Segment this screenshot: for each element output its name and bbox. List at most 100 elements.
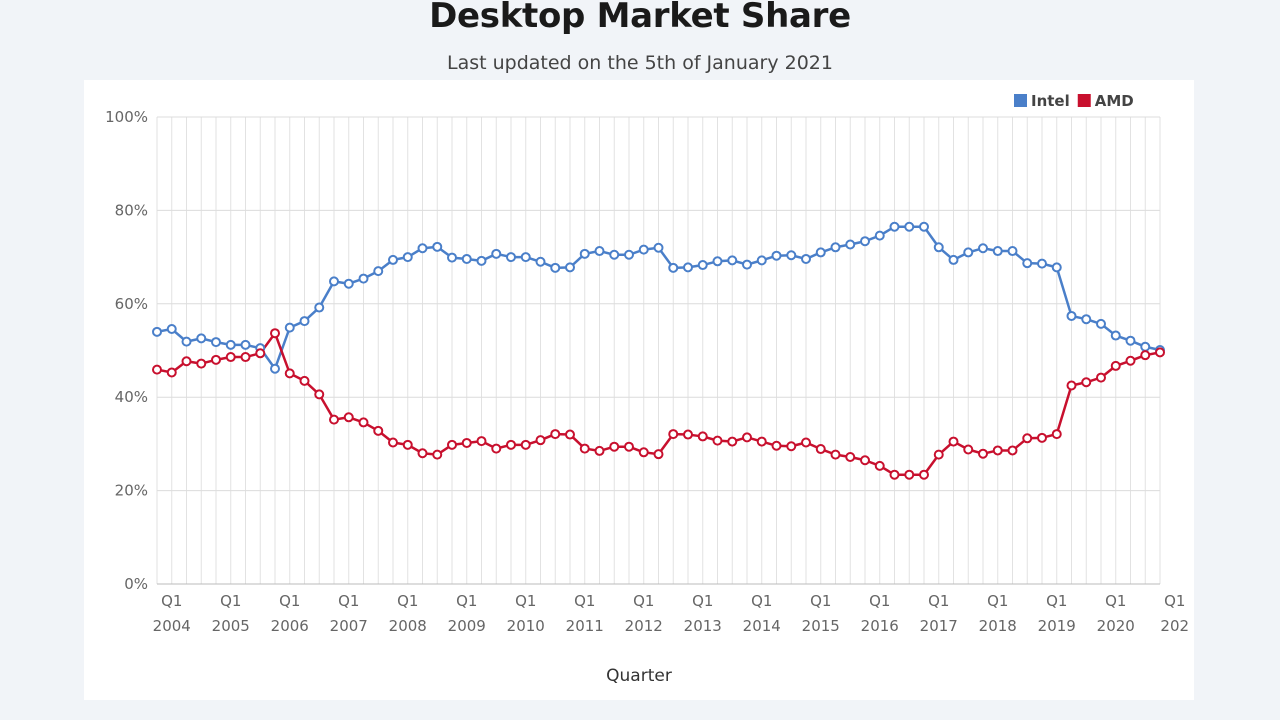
intel-data-point[interactable] xyxy=(535,256,546,267)
amd-data-point[interactable] xyxy=(358,417,369,428)
intel-data-point[interactable] xyxy=(1125,335,1136,346)
amd-data-point[interactable] xyxy=(624,441,634,452)
amd-data-point[interactable] xyxy=(683,429,693,440)
amd-data-point[interactable] xyxy=(594,445,605,456)
amd-data-point[interactable] xyxy=(874,460,885,471)
amd-data-point[interactable] xyxy=(1155,347,1165,358)
intel-data-point[interactable] xyxy=(874,230,885,241)
intel-data-point[interactable] xyxy=(860,236,870,247)
intel-data-point[interactable] xyxy=(815,247,826,258)
intel-data-point[interactable] xyxy=(1066,310,1077,321)
amd-data-point[interactable] xyxy=(742,432,752,443)
intel-data-point[interactable] xyxy=(801,253,811,264)
amd-data-point[interactable] xyxy=(919,469,929,480)
intel-data-point[interactable] xyxy=(211,337,221,348)
amd-data-point[interactable] xyxy=(801,437,811,448)
intel-data-point[interactable] xyxy=(388,254,398,265)
intel-data-point[interactable] xyxy=(284,322,295,333)
intel-data-point[interactable] xyxy=(181,336,192,347)
amd-data-point[interactable] xyxy=(565,429,575,440)
intel-data-point[interactable] xyxy=(1051,262,1062,273)
intel-data-point[interactable] xyxy=(712,256,723,267)
intel-data-point[interactable] xyxy=(373,266,384,277)
intel-data-point[interactable] xyxy=(1007,246,1018,257)
amd-data-point[interactable] xyxy=(638,447,649,458)
amd-data-point[interactable] xyxy=(432,449,443,460)
intel-data-point[interactable] xyxy=(638,244,649,255)
amd-data-point[interactable] xyxy=(1140,350,1151,361)
intel-data-point[interactable] xyxy=(963,247,974,258)
intel-data-point[interactable] xyxy=(933,242,944,253)
amd-data-point[interactable] xyxy=(1051,429,1062,440)
intel-data-point[interactable] xyxy=(550,262,561,273)
intel-data-point[interactable] xyxy=(1081,314,1092,325)
amd-data-point[interactable] xyxy=(609,441,620,452)
intel-data-point[interactable] xyxy=(506,252,516,263)
amd-data-point[interactable] xyxy=(978,448,988,459)
intel-data-point[interactable] xyxy=(491,248,502,259)
legend-swatch-intel[interactable] xyxy=(1014,94,1027,107)
intel-data-point[interactable] xyxy=(771,250,782,261)
amd-data-point[interactable] xyxy=(1096,372,1106,383)
amd-data-point[interactable] xyxy=(727,436,738,447)
intel-data-point[interactable] xyxy=(402,252,413,263)
intel-data-point[interactable] xyxy=(1140,341,1151,352)
intel-data-point[interactable] xyxy=(830,242,841,253)
amd-data-point[interactable] xyxy=(697,431,708,442)
intel-data-point[interactable] xyxy=(992,246,1003,257)
intel-data-point[interactable] xyxy=(845,239,856,250)
amd-data-point[interactable] xyxy=(388,437,398,448)
amd-data-point[interactable] xyxy=(815,444,826,455)
legend[interactable]: Intel AMD xyxy=(1014,92,1134,110)
amd-data-point[interactable] xyxy=(1081,377,1092,388)
intel-data-point[interactable] xyxy=(343,278,354,289)
intel-data-point[interactable] xyxy=(978,243,988,254)
amd-data-point[interactable] xyxy=(520,439,531,450)
amd-data-point[interactable] xyxy=(402,439,413,450)
amd-data-point[interactable] xyxy=(992,445,1003,456)
amd-data-point[interactable] xyxy=(240,352,251,363)
intel-data-point[interactable] xyxy=(240,339,251,350)
amd-data-point[interactable] xyxy=(211,354,221,365)
intel-data-point[interactable] xyxy=(919,221,929,232)
intel-data-point[interactable] xyxy=(948,254,959,265)
amd-data-point[interactable] xyxy=(933,449,944,460)
intel-data-point[interactable] xyxy=(727,255,738,266)
amd-data-point[interactable] xyxy=(329,414,339,425)
amd-data-point[interactable] xyxy=(373,425,384,436)
legend-label-intel[interactable]: Intel xyxy=(1031,92,1070,110)
amd-data-point[interactable] xyxy=(417,448,428,459)
amd-data-point[interactable] xyxy=(1066,380,1077,391)
intel-data-point[interactable] xyxy=(756,255,767,266)
amd-data-point[interactable] xyxy=(668,429,679,440)
intel-data-point[interactable] xyxy=(609,249,620,260)
intel-data-point[interactable] xyxy=(904,221,915,232)
intel-data-point[interactable] xyxy=(889,221,900,232)
intel-data-point[interactable] xyxy=(624,249,634,260)
legend-swatch-amd[interactable] xyxy=(1077,94,1091,107)
intel-data-point[interactable] xyxy=(152,326,162,337)
intel-data-point[interactable] xyxy=(166,324,177,335)
intel-data-point[interactable] xyxy=(299,316,310,327)
amd-data-point[interactable] xyxy=(255,348,266,359)
intel-data-point[interactable] xyxy=(270,363,280,374)
amd-data-point[interactable] xyxy=(1007,445,1018,456)
intel-data-point[interactable] xyxy=(476,255,487,266)
intel-data-point[interactable] xyxy=(314,302,325,313)
intel-data-point[interactable] xyxy=(417,243,428,254)
amd-data-point[interactable] xyxy=(1125,355,1136,366)
amd-data-point[interactable] xyxy=(299,375,310,386)
intel-data-point[interactable] xyxy=(447,252,457,263)
amd-data-point[interactable] xyxy=(225,352,236,363)
intel-data-point[interactable] xyxy=(358,273,369,284)
intel-data-point[interactable] xyxy=(520,252,531,263)
amd-data-point[interactable] xyxy=(1037,432,1047,443)
amd-data-point[interactable] xyxy=(712,435,723,446)
amd-data-point[interactable] xyxy=(756,436,767,447)
amd-data-point[interactable] xyxy=(181,356,192,367)
amd-data-point[interactable] xyxy=(963,444,974,455)
amd-data-point[interactable] xyxy=(447,439,457,450)
amd-data-point[interactable] xyxy=(860,455,870,466)
intel-data-point[interactable] xyxy=(786,250,797,261)
amd-data-point[interactable] xyxy=(830,449,841,460)
